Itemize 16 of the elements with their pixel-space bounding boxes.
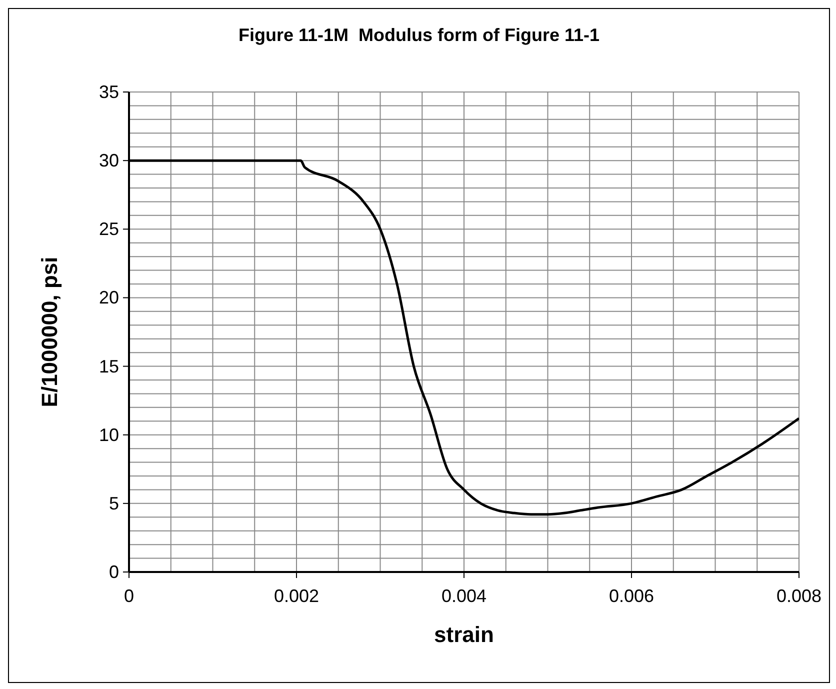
y-tick-label: 15	[98, 356, 119, 376]
x-tick-label: 0.006	[608, 586, 654, 606]
y-tick-label: 30	[98, 150, 119, 171]
x-tick-label: 0.008	[776, 586, 822, 606]
x-tick-label: 0	[124, 586, 134, 606]
x-tick-label: 0.002	[274, 586, 320, 606]
y-tick-label: 20	[98, 288, 119, 308]
y-tick-label: 0	[108, 562, 119, 582]
x-tick-label: 0.004	[441, 586, 487, 606]
chart-title: Figure 11-1M Modulus form of Figure 11-1	[237, 25, 601, 46]
y-tick-label: 25	[98, 219, 119, 240]
y-axis-title: E/1000000, psi	[36, 256, 62, 408]
x-axis-title: strain	[434, 622, 494, 647]
y-tick-label: 5	[108, 493, 119, 514]
y-tick-label: 35	[98, 82, 119, 102]
y-tick-label: 10	[98, 424, 119, 445]
